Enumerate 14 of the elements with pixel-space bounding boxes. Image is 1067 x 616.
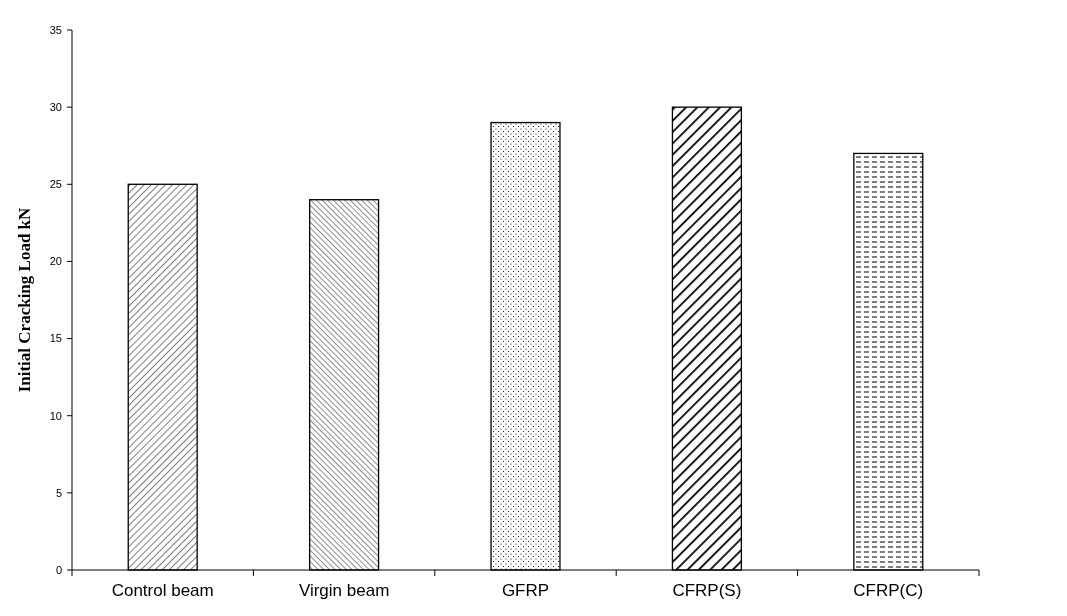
y-tick-label: 30 <box>49 100 62 113</box>
y-tick-label: 35 <box>49 23 62 36</box>
x-tick-label: Virgin beam <box>298 581 390 600</box>
x-tick-label: CFRP(C) <box>853 581 924 600</box>
y-tick-label: 10 <box>49 409 62 422</box>
x-tick-label: GFRP <box>501 581 550 600</box>
y-tick-label: 0 <box>55 563 62 576</box>
x-tick-label: CFRP(S) <box>672 581 742 600</box>
y-tick-label: 15 <box>49 332 62 345</box>
y-tick-label: 25 <box>49 178 62 191</box>
y-axis-title: Initial Cracking Load kN <box>15 206 34 393</box>
y-tick-label: 20 <box>49 255 62 268</box>
x-tick-label: Control beam <box>111 581 214 600</box>
y-tick-label: 5 <box>55 486 62 499</box>
